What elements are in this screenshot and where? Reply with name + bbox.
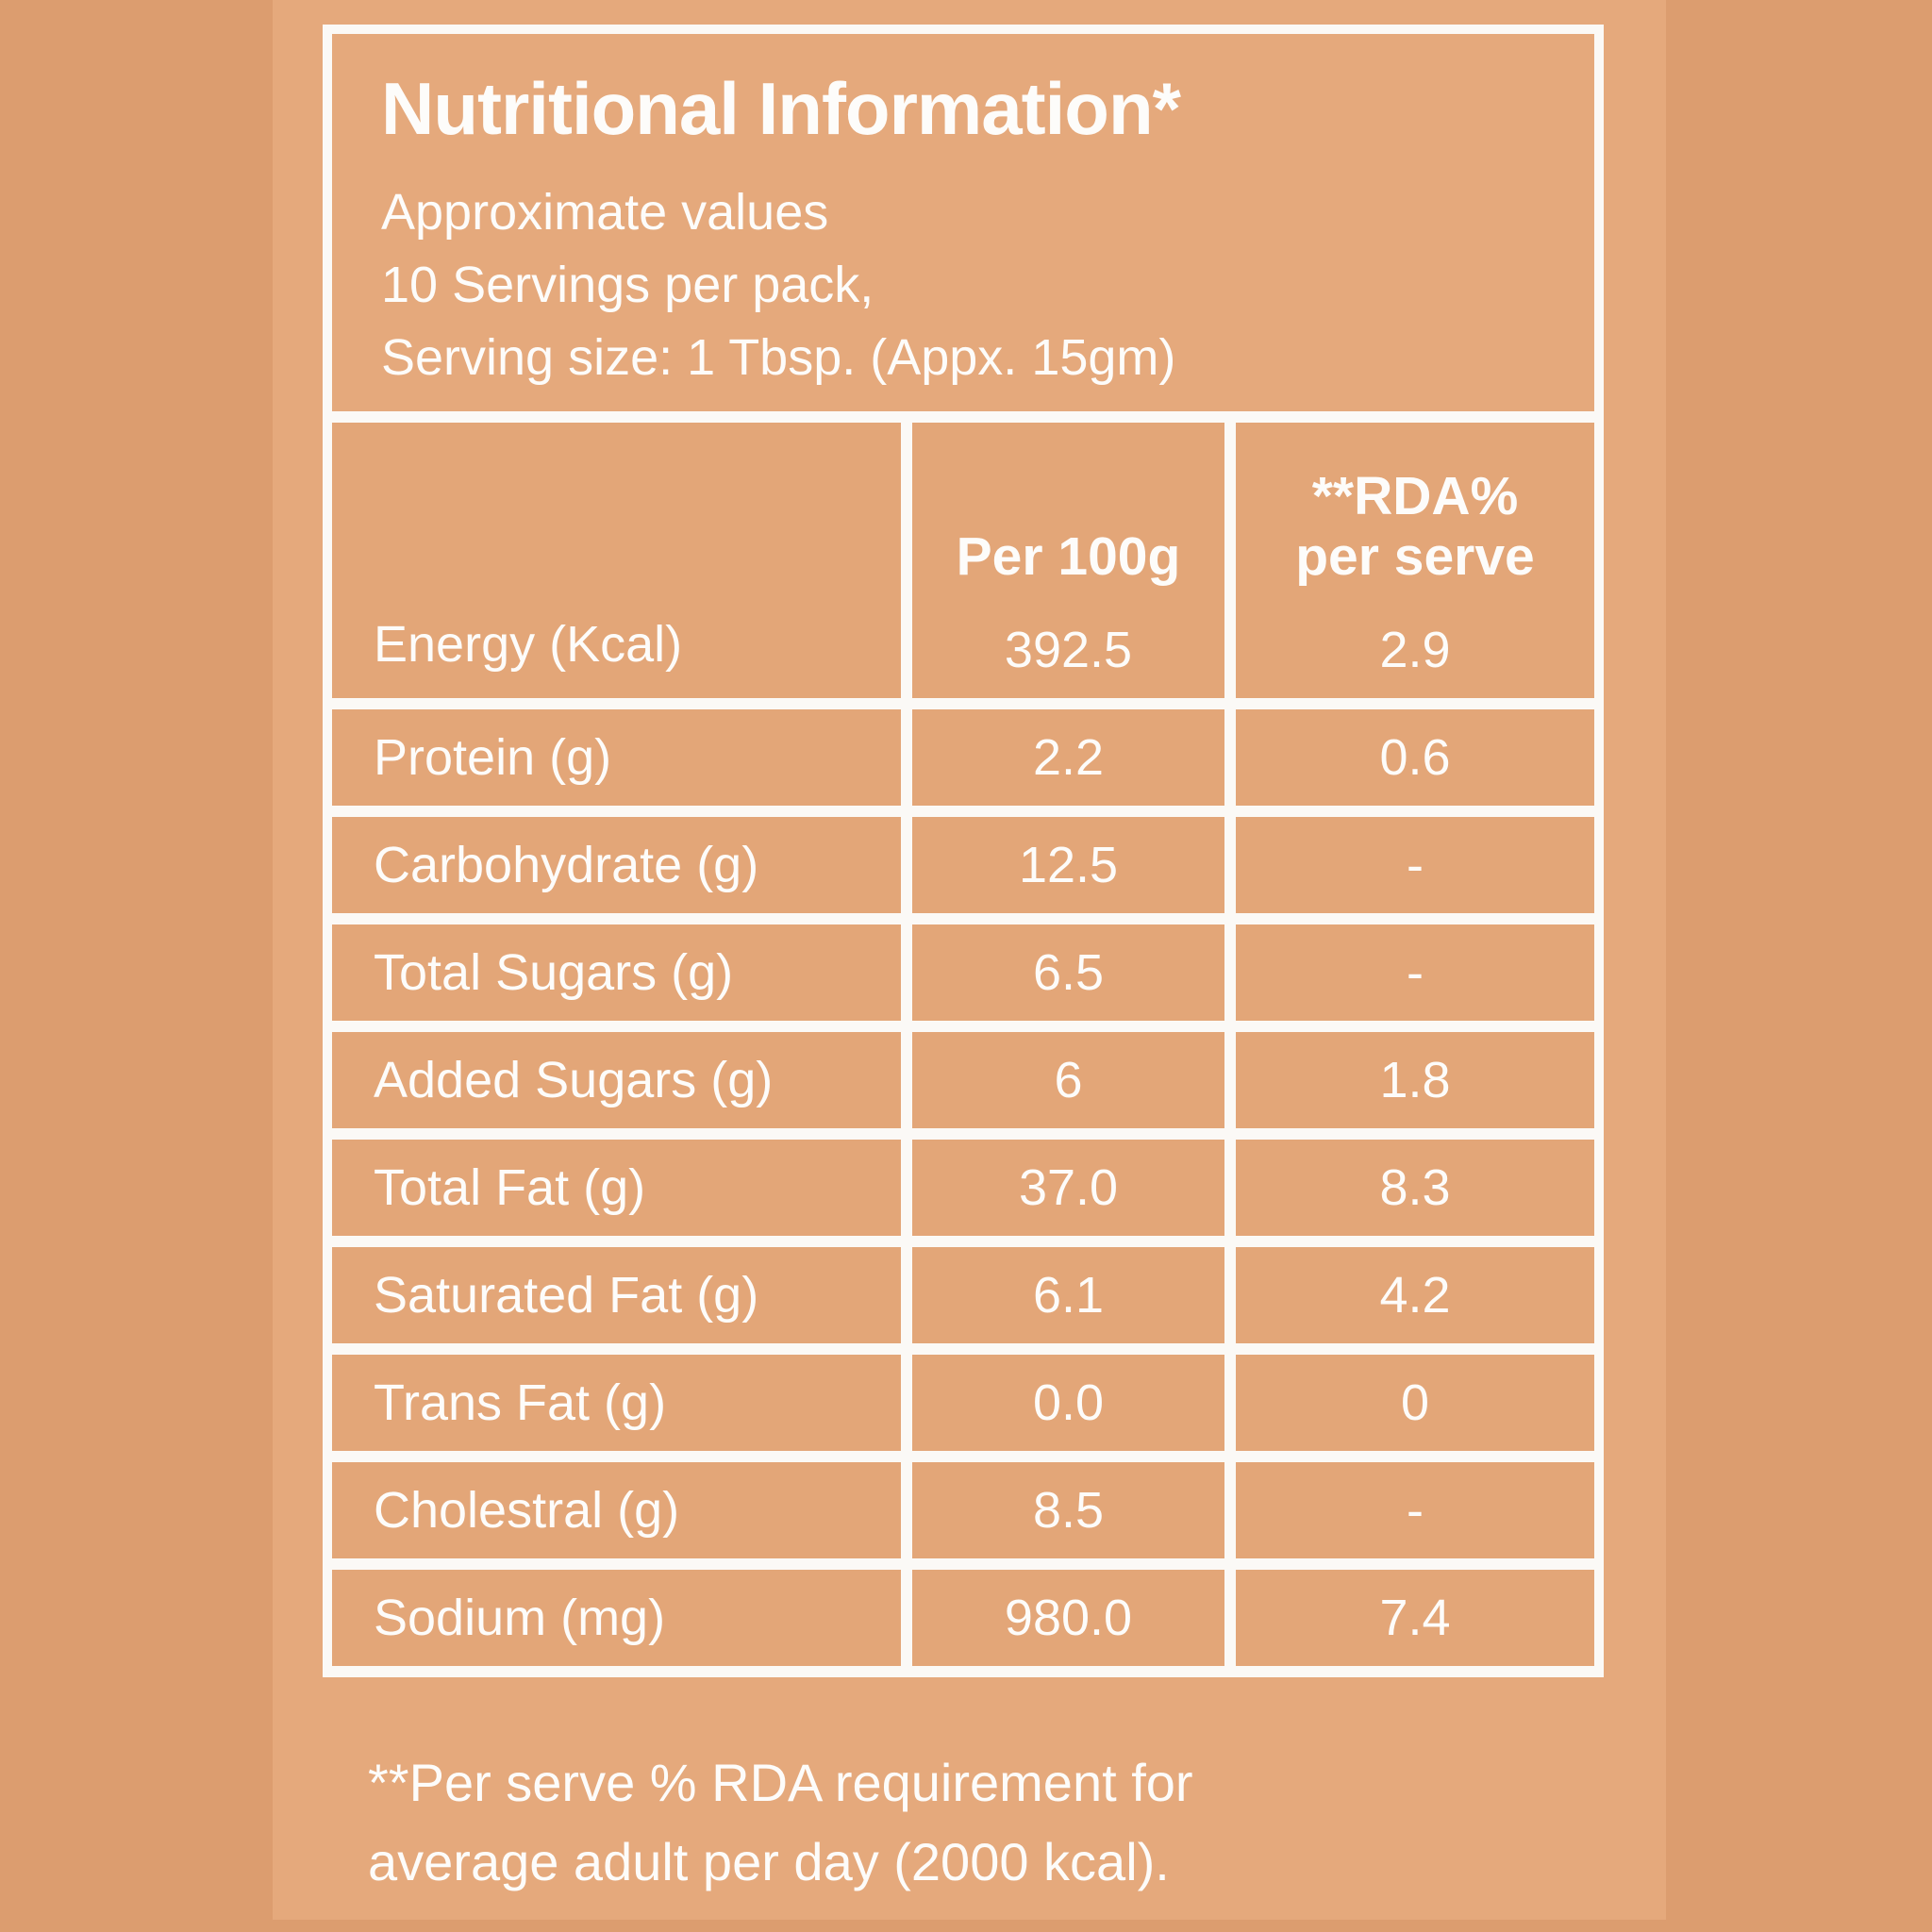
row-value-per-100g: 6.5 [912,924,1224,1021]
column-header-rda: **RDA% per serve [1295,466,1535,587]
footnote: **Per serve % RDA requirement for averag… [368,1743,1193,1902]
row-label: Total Sugars (g) [332,924,901,1021]
row-value-rda: 0 [1236,1355,1594,1451]
row-value-per-100g: 980.0 [912,1570,1224,1666]
row-value-per-100g: 2.2 [912,709,1224,806]
row-value-per-100g: 6 [912,1032,1224,1128]
row-label: Saturated Fat (g) [332,1247,901,1343]
subtitle-servings-per-pack: 10 Servings per pack, [381,257,874,313]
row-label: Energy (Kcal) [332,423,901,698]
nutrition-label-frame: Nutritional Information* Approximate val… [323,25,1604,1677]
row-value-per-100g: 12.5 [912,817,1224,913]
row-value-rda: 7.4 [1236,1570,1594,1666]
column-header-rda-line2: per serve [1295,526,1535,587]
row-value-per-100g: 392.5 [1004,622,1133,678]
subtitle-serving-size: Serving size: 1 Tbsp. (Appx. 15gm) [381,329,1176,386]
row-value-per-100g: 6.1 [912,1247,1224,1343]
nutrition-table: Energy (Kcal) Per 100g 392.5 **RDA% per … [332,411,1594,1668]
row-value-rda: 8.3 [1236,1140,1594,1236]
row-value-per-100g: 37.0 [912,1140,1224,1236]
row-value-per-100g: 8.5 [912,1462,1224,1558]
page-title: Nutritional Information* [381,67,1181,150]
row-label: Trans Fat (g) [332,1355,901,1451]
row-label: Cholestral (g) [332,1462,901,1558]
row-label: Carbohydrate (g) [332,817,901,913]
row-value-rda: 0.6 [1236,709,1594,806]
label-header: Nutritional Information* Approximate val… [332,34,1594,411]
row-value-rda: - [1236,1462,1594,1558]
row-label: Sodium (mg) [332,1570,901,1666]
row-value-rda: 2.9 [1379,622,1451,678]
row-value-rda: 1.8 [1236,1032,1594,1128]
column-header-per-100g: Per 100g [956,526,1181,587]
column-per-100g: Per 100g 392.5 [912,423,1224,698]
row-label: Total Fat (g) [332,1140,901,1236]
row-label: Added Sugars (g) [332,1032,901,1128]
row-value-rda: 4.2 [1236,1247,1594,1343]
row-value-per-100g: 0.0 [912,1355,1224,1451]
column-rda-per-serve: **RDA% per serve 2.9 [1236,423,1594,698]
row-value-rda: - [1236,817,1594,913]
footnote-line-2: average adult per day (2000 kcal). [368,1832,1170,1891]
row-label: Protein (g) [332,709,901,806]
column-header-rda-line1: **RDA% [1311,466,1519,526]
row-value-rda: - [1236,924,1594,1021]
subtitle-approximate-values: Approximate values [381,184,829,241]
footnote-line-1: **Per serve % RDA requirement for [368,1753,1193,1812]
